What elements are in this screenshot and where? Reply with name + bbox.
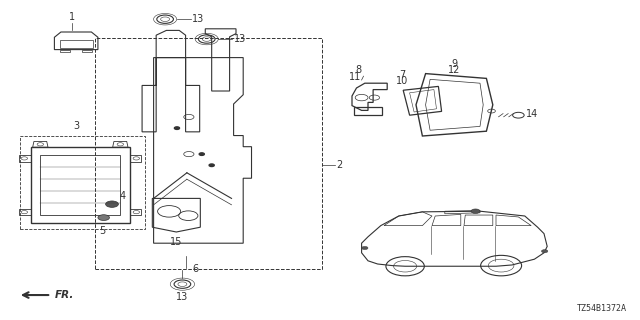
Text: 13: 13 xyxy=(234,34,246,44)
Circle shape xyxy=(471,209,480,213)
Circle shape xyxy=(106,201,118,207)
Text: 1: 1 xyxy=(68,12,75,22)
Text: TZ54B1372A: TZ54B1372A xyxy=(577,304,627,313)
Circle shape xyxy=(209,164,214,166)
Circle shape xyxy=(98,215,109,220)
Text: 5: 5 xyxy=(99,226,106,236)
Text: 12: 12 xyxy=(448,65,461,75)
Text: FR.: FR. xyxy=(55,290,74,300)
Text: 7: 7 xyxy=(399,70,405,80)
Text: 13: 13 xyxy=(176,292,189,302)
Text: 10: 10 xyxy=(396,76,408,86)
Circle shape xyxy=(541,250,548,253)
Text: 8: 8 xyxy=(355,65,362,75)
Text: 9: 9 xyxy=(451,59,458,69)
Text: 15: 15 xyxy=(170,237,182,247)
Circle shape xyxy=(362,246,368,250)
Circle shape xyxy=(174,127,179,129)
Text: 6: 6 xyxy=(192,264,198,274)
Text: 14: 14 xyxy=(526,108,538,119)
Text: 3: 3 xyxy=(74,121,80,131)
Text: 4: 4 xyxy=(120,191,126,201)
Text: 13: 13 xyxy=(192,14,204,24)
Text: 2: 2 xyxy=(336,160,342,170)
Circle shape xyxy=(199,153,204,156)
Text: 11: 11 xyxy=(349,72,362,82)
